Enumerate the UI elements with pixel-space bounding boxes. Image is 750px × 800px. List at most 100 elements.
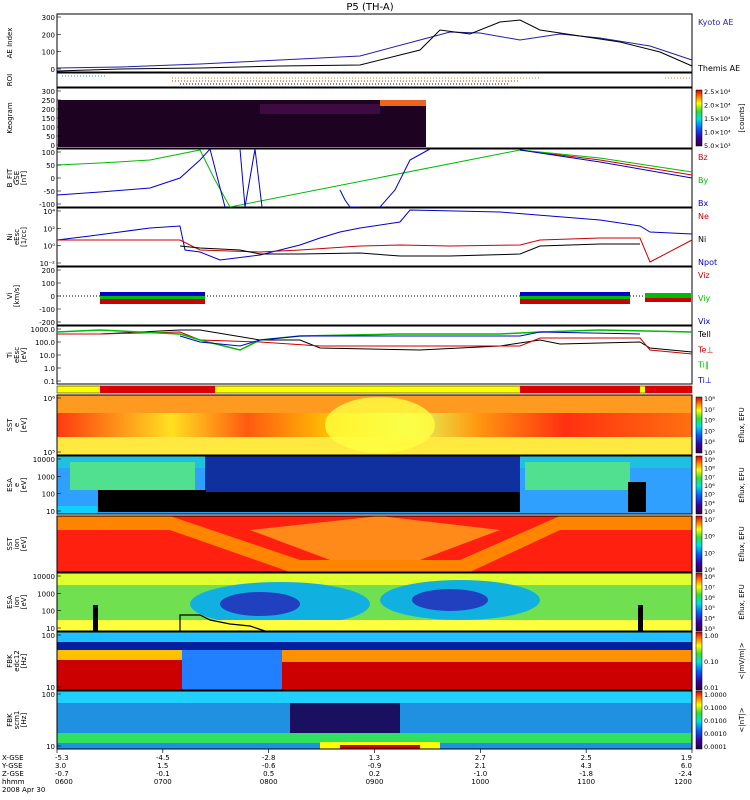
fbk-e12-orange-right [282, 650, 692, 662]
colorbar-tick-label: 0.10 [704, 658, 718, 666]
panel-y-label: [eV] [20, 477, 28, 492]
y-tick-label: 10⁰ [43, 243, 55, 251]
panel-y-label: B_FIT [6, 168, 14, 187]
colorbar-unit: [counts] [738, 103, 746, 132]
x-axis-value: -5.3 [55, 754, 69, 762]
temperature-tiperp-line [179, 331, 641, 347]
y-tick-label: 0 [51, 293, 55, 301]
x-axis-value: 0800 [260, 778, 278, 786]
esa-i-right-core [412, 589, 488, 611]
x-axis-value: 4.3 [581, 762, 592, 770]
x-axis-row-label: Z-GSE [2, 770, 24, 778]
velocity-cluster-right-green [520, 296, 630, 300]
colorbar-tick-label: 10⁵ [704, 604, 715, 612]
esa-e-left-blob [70, 462, 195, 490]
x-axis-value: 0900 [366, 778, 384, 786]
panel-y-label: eEsc [13, 347, 21, 363]
panel-y-label: ion [13, 539, 21, 550]
y-tick-label: 10⁴ [43, 208, 55, 216]
colorbar-tick-label: 1.00 [704, 632, 718, 640]
sst-e-center-bright [325, 397, 435, 453]
mode-bar-red-right [520, 386, 640, 393]
colorbar-tick-label: 10⁵ [704, 491, 715, 499]
sst-i-yellow-wedge [57, 516, 692, 572]
panel-y-label: e [13, 423, 21, 427]
colorbar-unit: <|mV/m|> [738, 642, 746, 679]
fbk-edc12-frame [56, 631, 693, 691]
y-tick-label: 300 [42, 14, 55, 22]
panel-y-label: ROI [6, 74, 14, 86]
x-axis-row-label: hhmm [2, 778, 25, 786]
density-ne-line [57, 237, 693, 263]
legend-entry: Te⊥ [697, 345, 713, 354]
colorbar-tick-label: 10⁴ [704, 499, 715, 507]
bfit-panel [56, 147, 693, 208]
y-tick-label: 10 [46, 625, 55, 633]
y-tick-label: 100 [42, 632, 55, 640]
fbk-scm-colorbar [695, 690, 703, 750]
x-axis-value: 3.0 [55, 762, 66, 770]
x-axis-value: 2.1 [475, 762, 486, 770]
panel-y-label: ESA [6, 478, 14, 492]
x-axis-value: 0.2 [369, 770, 380, 778]
legend-entry: Kyoto AE [698, 18, 733, 27]
panel-y-label: FBK [6, 654, 14, 668]
keogram-panel [56, 87, 693, 149]
colorbar-unit: Eflux, EFU [738, 467, 746, 502]
panel-y-label: [eV] [20, 536, 28, 551]
x-axis-value: -0.6 [262, 762, 276, 770]
fbk-e12-red-left [57, 660, 182, 690]
esa-i-black-left [93, 605, 98, 631]
esa-i-stepline [179, 614, 266, 632]
sst-ion-panel [56, 515, 693, 573]
panel-y-label: [Hz] [20, 654, 28, 669]
ae-panel-frame [56, 13, 693, 73]
esa-i-colorbar [695, 572, 703, 632]
colorbar-tick-label: 10⁵ [704, 427, 715, 435]
sst-ion-frame [56, 515, 693, 573]
y-tick-label: 10000 [33, 456, 55, 464]
esa-ion-panel [56, 572, 693, 632]
bfit-bx-line-2 [239, 148, 263, 208]
x-axis-value: -0.1 [156, 770, 170, 778]
y-tick-label: 10000 [33, 573, 55, 581]
panel-y-label: edc12 [13, 650, 21, 672]
x-axis-value: 1.9 [681, 754, 692, 762]
spectra-colorbars [695, 396, 703, 750]
y-tick-label: 100 [42, 124, 55, 132]
temperature-panel [56, 325, 693, 385]
x-axis-value: 0600 [55, 778, 73, 786]
esa-electron-panel [56, 455, 693, 515]
velocity-cluster-end-red [645, 298, 691, 302]
panel-y-label: AE Index [6, 28, 14, 59]
keogram-bright-band [380, 100, 426, 106]
axis-tick-labels: 3002001000300250200150100500100500-50-10… [31, 14, 61, 751]
x-axis-row-label: Y-GSE [1, 762, 23, 770]
y-tick-label: -100 [39, 201, 55, 209]
colorbar-tick-label: 10⁶ [704, 594, 715, 602]
esa-e-black-left [98, 490, 206, 512]
legend-entry: Bx [698, 199, 708, 208]
colorbar-tick-label: 10⁶ [704, 417, 715, 425]
x-axis-value: 1.3 [369, 754, 380, 762]
colorbar-tick-label: 10³ [704, 625, 715, 633]
y-tick-label: 250 [42, 97, 55, 105]
panel-y-label: [eV] [20, 347, 28, 362]
x-axis-value: -4.5 [156, 754, 170, 762]
ae-series-kyoto [56, 31, 693, 69]
legend-entry: Viz [698, 271, 710, 280]
panel-y-label: Ni [6, 233, 14, 240]
panel-y-label: [1/cc] [20, 227, 28, 247]
density-ni-line [179, 243, 640, 257]
y-tick-label: -50 [44, 188, 55, 196]
legend-entry: Vix [698, 317, 711, 326]
x-axis-value: 0.5 [263, 770, 274, 778]
density-panel [56, 207, 693, 267]
y-tick-label: 1000 [37, 590, 55, 598]
bfit-by-line [56, 149, 693, 208]
legend-entry: Bz [698, 153, 708, 162]
colorbar-tick-label: 1.5×10⁴ [704, 115, 731, 123]
velocity-panel [56, 266, 693, 326]
colorbar-tick-label: 0.01 [704, 684, 718, 692]
